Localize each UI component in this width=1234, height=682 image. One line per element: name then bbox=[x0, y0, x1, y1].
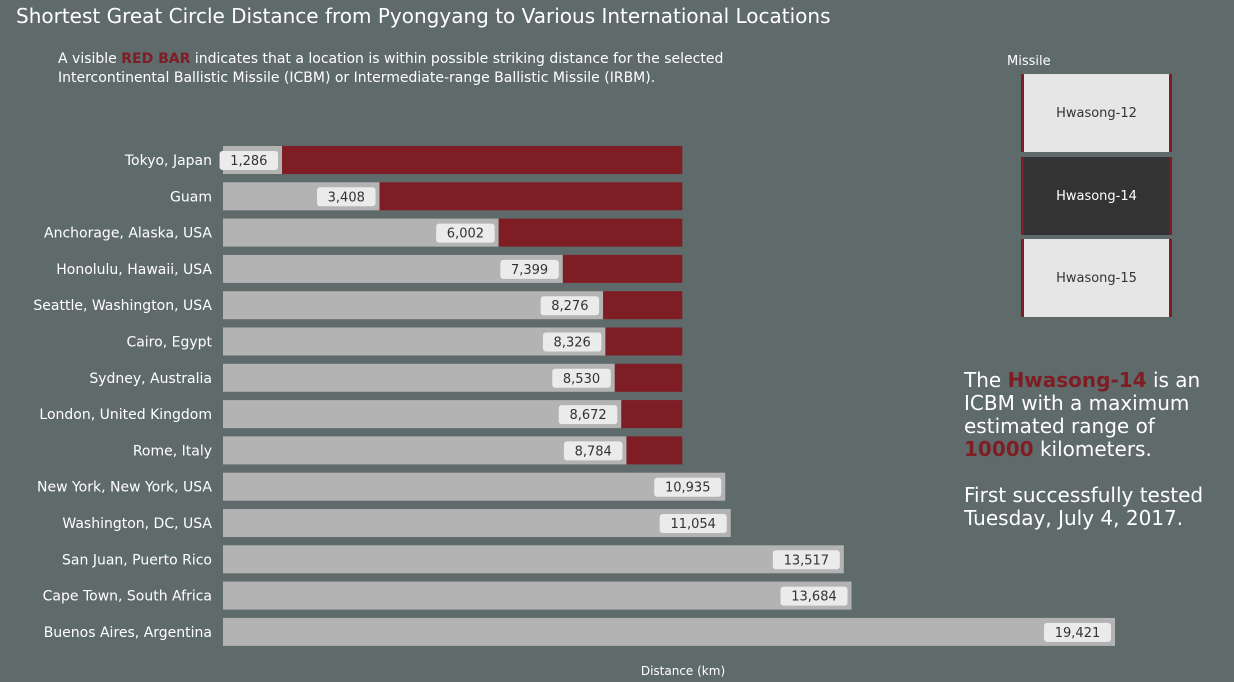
data-label-box bbox=[542, 332, 602, 352]
subtitle-line2: Intercontinental Ballistic Missile (ICBM… bbox=[58, 70, 656, 86]
bar-in-range bbox=[498, 218, 683, 247]
data-label: 3,408 bbox=[328, 190, 365, 205]
bar-in-range bbox=[379, 182, 683, 211]
bar-distance bbox=[223, 617, 1115, 646]
data-label: 7,399 bbox=[511, 263, 548, 278]
category-label: Tokyo, Japan bbox=[124, 153, 212, 169]
data-label-box bbox=[563, 441, 623, 461]
category-label: New York, New York, USA bbox=[37, 480, 212, 496]
missile-panel-title: Missile bbox=[1007, 54, 1051, 69]
data-label-box bbox=[772, 550, 840, 570]
category-label: Buenos Aires, Argentina bbox=[44, 625, 212, 641]
info-line3: estimated range of bbox=[964, 414, 1155, 438]
bar-distance bbox=[223, 400, 622, 429]
data-label: 10,935 bbox=[665, 481, 711, 496]
data-label-box bbox=[780, 586, 848, 606]
data-label: 8,672 bbox=[569, 408, 606, 423]
info-tested-line1: First successfully tested bbox=[964, 483, 1204, 507]
category-label: London, United Kingdom bbox=[39, 407, 212, 423]
category-label: Honolulu, Hawaii, USA bbox=[56, 262, 212, 278]
data-label-box bbox=[558, 405, 618, 425]
category-label: San Juan, Puerto Rico bbox=[62, 552, 212, 568]
data-label-box bbox=[436, 223, 495, 243]
info-tested-line2: Tuesday, July 4, 2017. bbox=[964, 506, 1184, 530]
missile-button-label: Hwasong-15 bbox=[1056, 270, 1137, 286]
missile-button-label: Hwasong-14 bbox=[1056, 188, 1137, 204]
bar-distance bbox=[223, 291, 604, 320]
data-label: 1,286 bbox=[230, 154, 267, 169]
data-label: 8,276 bbox=[551, 299, 588, 314]
bar-distance bbox=[223, 363, 615, 392]
data-label: 11,054 bbox=[670, 517, 716, 532]
bar-distance bbox=[223, 436, 627, 465]
info-range-unit: kilometers. bbox=[1039, 437, 1152, 461]
missile-button-hwasong-15[interactable]: Hwasong-15 bbox=[1021, 239, 1172, 317]
bar-in-range bbox=[562, 254, 683, 283]
data-label-box bbox=[219, 151, 279, 170]
data-label-box bbox=[659, 514, 727, 533]
data-label: 13,517 bbox=[784, 553, 830, 568]
info-the: The bbox=[964, 368, 1002, 392]
bar-distance bbox=[223, 472, 726, 501]
category-label: Seattle, Washington, USA bbox=[33, 298, 212, 314]
data-label: 13,684 bbox=[791, 590, 837, 605]
category-label: Guam bbox=[170, 189, 212, 205]
subtitle-prefix: A visible bbox=[58, 51, 117, 67]
bar-in-range bbox=[621, 400, 683, 429]
info-line2: ICBM with a maximum bbox=[964, 391, 1190, 415]
data-label-box bbox=[552, 368, 611, 388]
data-label: 6,002 bbox=[447, 227, 484, 242]
bar-distance bbox=[223, 545, 844, 574]
bar-distance bbox=[223, 509, 731, 537]
category-label: Washington, DC, USA bbox=[62, 516, 212, 532]
data-label: 8,530 bbox=[563, 372, 600, 387]
bar-in-range bbox=[626, 436, 683, 465]
data-label-box bbox=[654, 477, 722, 497]
category-label: Anchorage, Alaska, USA bbox=[44, 226, 212, 242]
info-missile-name: Hwasong-14 bbox=[1007, 368, 1147, 392]
category-label: Cape Town, South Africa bbox=[43, 589, 212, 605]
subtitle-line1-rest: indicates that a location is within poss… bbox=[194, 51, 724, 67]
data-label: 8,784 bbox=[575, 444, 612, 459]
bar-distance bbox=[223, 581, 852, 610]
data-label-box bbox=[540, 296, 600, 316]
bar-in-range bbox=[614, 363, 683, 392]
x-axis-label: Distance (km) bbox=[641, 664, 725, 678]
info-line1-rest: is an bbox=[1152, 368, 1201, 392]
data-label-box bbox=[1044, 622, 1111, 642]
data-label-box bbox=[317, 187, 376, 207]
bar-in-range bbox=[605, 327, 683, 356]
data-label-box bbox=[500, 259, 559, 279]
bar-in-range bbox=[603, 291, 683, 320]
missile-button-hwasong-14[interactable]: Hwasong-14 bbox=[1021, 157, 1172, 235]
category-label: Rome, Italy bbox=[133, 443, 212, 459]
missile-button-hwasong-12[interactable]: Hwasong-12 bbox=[1021, 74, 1172, 152]
subtitle-highlight: RED BAR bbox=[121, 51, 191, 67]
category-label: Sydney, Australia bbox=[89, 371, 212, 387]
bar-distance bbox=[223, 327, 606, 356]
info-range-value: 10000 bbox=[964, 437, 1034, 461]
missile-button-label: Hwasong-12 bbox=[1056, 105, 1137, 121]
missile-info-text: The Hwasong-14 is an ICBM with a maximum… bbox=[964, 369, 1232, 530]
data-label: 19,421 bbox=[1055, 626, 1101, 641]
data-label: 8,326 bbox=[554, 336, 591, 351]
bar-in-range bbox=[282, 146, 683, 174]
chart-title: Shortest Great Circle Distance from Pyon… bbox=[16, 4, 831, 28]
category-label: Cairo, Egypt bbox=[126, 335, 212, 351]
chart-subtitle: A visible RED BAR indicates that a locat… bbox=[58, 50, 818, 88]
